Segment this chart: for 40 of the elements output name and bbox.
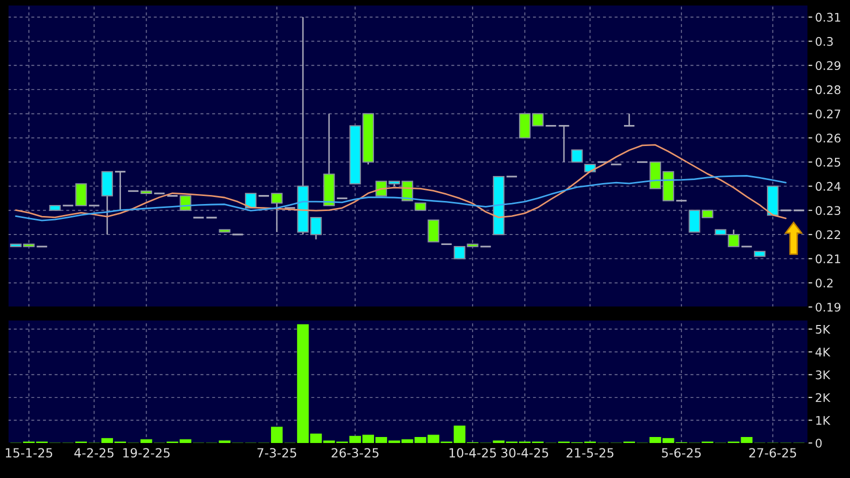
candlestick [75, 183, 87, 206]
candlestick [271, 192, 283, 233]
y-tick-label: 0.29 [816, 61, 840, 70]
x-tick-label: 19-2-25 [123, 448, 170, 458]
candlestick [114, 170, 126, 212]
line-series [15, 144, 787, 220]
y-tick-label: 4K [816, 348, 830, 356]
x-tick-label: 26-3-25 [332, 448, 378, 458]
x-tick-label: 15-1-25 [6, 448, 52, 458]
candlestick [558, 124, 570, 163]
y-tick-label: 0 [816, 438, 822, 448]
y-tick-label: 0.2 [816, 278, 833, 288]
y-tick-label: 0.31 [816, 12, 840, 22]
line-series [15, 175, 787, 222]
x-tick-label: 21-5-25 [566, 448, 614, 458]
y-tick-label: 3K [816, 370, 830, 380]
y-tick-label: 0.24 [816, 182, 841, 191]
candlestick [244, 192, 257, 208]
x-tick-label: 4-2-25 [74, 448, 114, 458]
candlestick [180, 195, 192, 211]
y-tick-label: 1K [816, 416, 830, 425]
y-tick-label: 0.25 [816, 158, 840, 167]
y-tick-label: 0.21 [816, 254, 840, 264]
y-tick-label: 0.19 [816, 302, 840, 312]
y-tick-label: 0.26 [816, 134, 840, 143]
y-tick-label: 0.28 [816, 85, 840, 94]
y-tick-label: 0.22 [816, 230, 840, 240]
candlestick [571, 149, 583, 163]
x-tick-label: 27-6-25 [749, 448, 796, 458]
y-tick-label: 5K [816, 324, 830, 334]
y-tick-label: 0.27 [816, 109, 840, 118]
x-tick-label: 10-4-25 [450, 448, 496, 458]
y-tick-label: 0.3 [816, 36, 833, 46]
x-tick-label: 5-6-25 [662, 448, 701, 458]
x-tick-label: 7-3-25 [257, 448, 296, 458]
x-tick-label: 30-4-25 [501, 448, 548, 458]
y-tick-label: 2K [816, 393, 830, 402]
candlestick [428, 219, 440, 242]
candlestick [623, 113, 636, 127]
y-tick-label: 0.23 [816, 206, 840, 216]
